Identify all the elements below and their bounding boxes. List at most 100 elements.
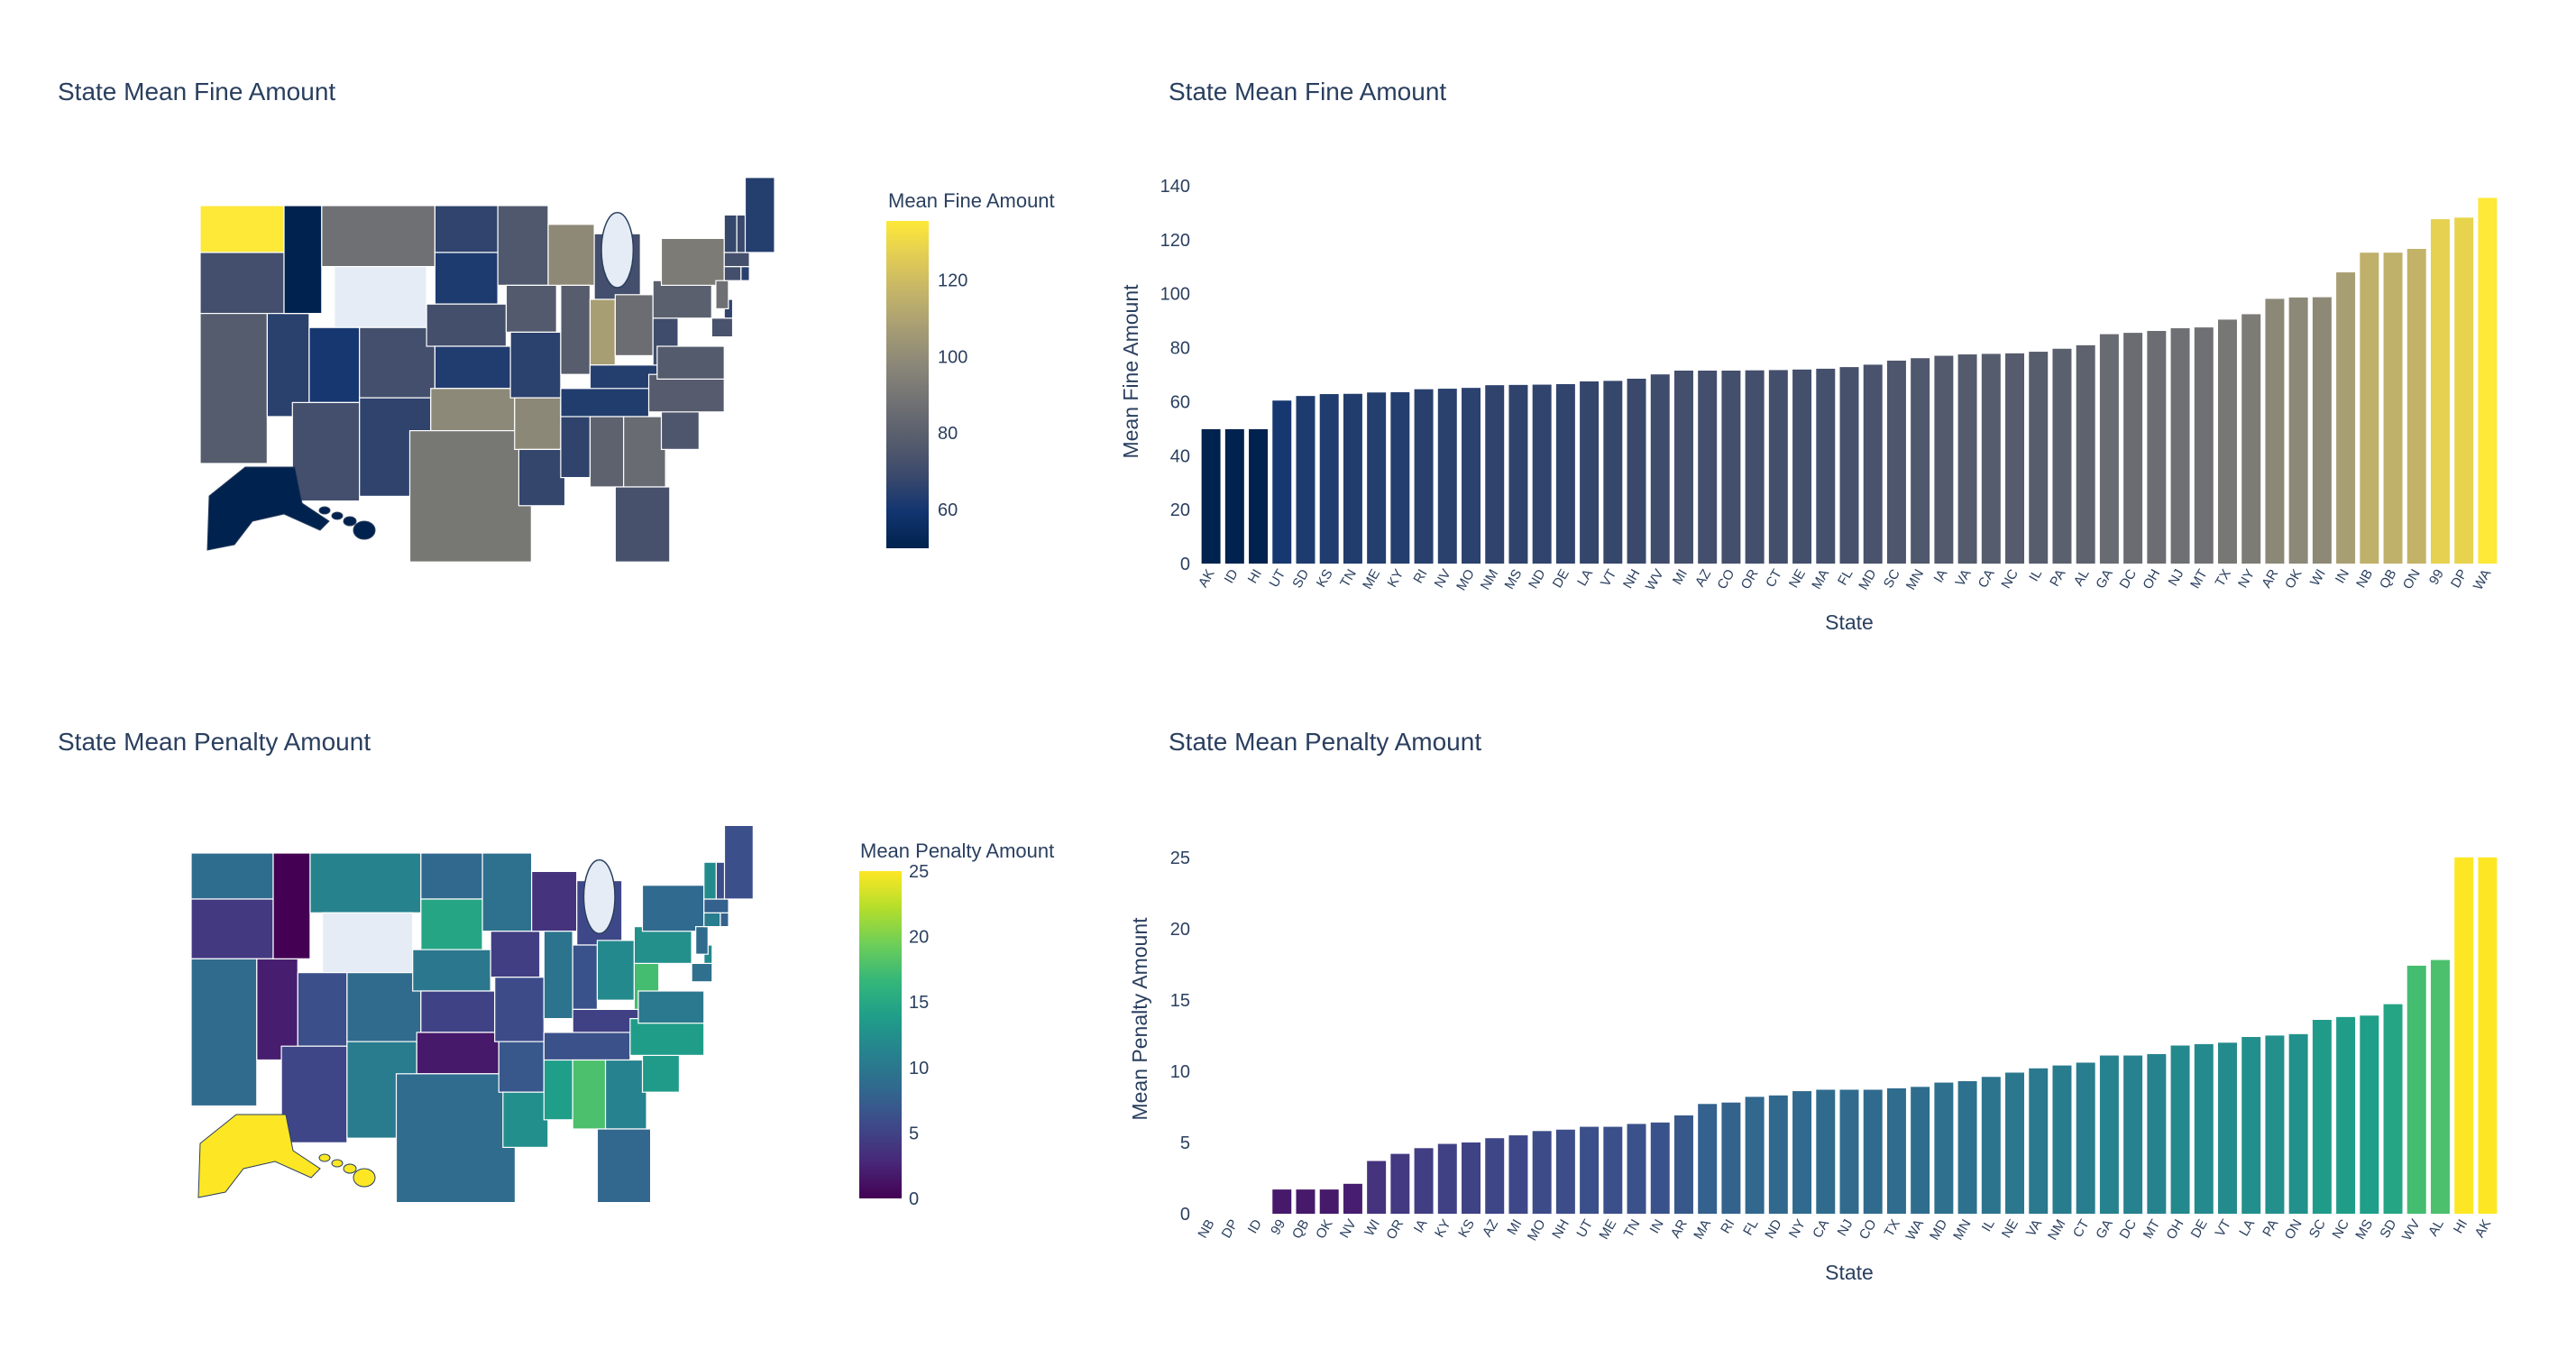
fine-bar-bar-AL[interactable] bbox=[2076, 344, 2095, 564]
fine-bar-bar-TX[interactable] bbox=[2218, 319, 2237, 564]
penalty-bar-bar-UT[interactable] bbox=[1580, 1126, 1600, 1214]
penalty-bar-bar-AR[interactable] bbox=[1673, 1115, 1693, 1214]
penalty-bar-bar-VT[interactable] bbox=[2218, 1042, 2237, 1214]
fine-bar-bar-UT[interactable] bbox=[1272, 400, 1292, 564]
penalty-map-state-KS[interactable] bbox=[420, 990, 496, 1033]
penalty-map-state-IN[interactable] bbox=[572, 944, 599, 1011]
penalty-map-state-VA[interactable] bbox=[637, 990, 705, 1024]
penalty-map-state-AR[interactable] bbox=[498, 1041, 545, 1093]
penalty-bar-bar-FL[interactable] bbox=[1745, 1097, 1765, 1214]
penalty-bar-bar-IL[interactable] bbox=[1981, 1077, 2001, 1214]
penalty-bar-bar-WA[interactable] bbox=[1911, 1087, 1930, 1214]
penalty-bar-bar-MS[interactable] bbox=[2360, 1015, 2379, 1214]
fine-bar-bar-WV[interactable] bbox=[1650, 374, 1670, 564]
fine-bar-bar-MO[interactable] bbox=[1462, 388, 1481, 564]
fine-bar-bar-NH[interactable] bbox=[1627, 378, 1646, 564]
penalty-map-state-MD[interactable] bbox=[691, 962, 713, 983]
fine-map-state-SC[interactable] bbox=[660, 407, 700, 451]
fine-map-state-ME[interactable] bbox=[744, 177, 775, 253]
penalty-bar-bar-IN[interactable] bbox=[1650, 1122, 1670, 1214]
fine-bar-bar-LA[interactable] bbox=[1580, 381, 1600, 564]
penalty-map-state-LA[interactable] bbox=[502, 1091, 549, 1148]
penalty-map-state-NE[interactable] bbox=[412, 949, 491, 992]
fine-bar-bar-FL[interactable] bbox=[1839, 367, 1859, 564]
fine-map-state-AL[interactable] bbox=[589, 416, 625, 488]
fine-bar-bar-PA[interactable] bbox=[2052, 348, 2072, 564]
penalty-map-state-MN[interactable] bbox=[481, 852, 533, 932]
penalty-map-state-NJ[interactable] bbox=[695, 925, 709, 955]
fine-map-state-LA[interactable] bbox=[518, 448, 566, 507]
fine-map-state-TX[interactable] bbox=[408, 430, 532, 563]
fine-bar-bar-TN[interactable] bbox=[1343, 393, 1362, 564]
penalty-bar-bar-AZ[interactable] bbox=[1485, 1138, 1505, 1214]
fine-map-state-NJ[interactable] bbox=[715, 280, 729, 310]
penalty-bar-bar-CA[interactable] bbox=[1816, 1089, 1836, 1214]
penalty-map-state-TN[interactable] bbox=[543, 1032, 631, 1061]
penalty-map-state-NV[interactable] bbox=[256, 958, 298, 1061]
fine-map-state-HI[interactable] bbox=[353, 520, 376, 540]
fine-bar-bar-AK[interactable] bbox=[1201, 428, 1221, 564]
fine-bar-bar-NB[interactable] bbox=[2360, 252, 2379, 564]
fine-bar-bar-MN[interactable] bbox=[1911, 358, 1930, 564]
fine-map-state-TN[interactable] bbox=[560, 388, 650, 418]
penalty-map-state-WA[interactable] bbox=[190, 852, 274, 900]
fine-bar-bar-99[interactable] bbox=[2430, 219, 2450, 564]
fine-bar-bar-KY[interactable] bbox=[1390, 391, 1410, 564]
fine-map-state-IL[interactable] bbox=[560, 284, 591, 375]
penalty-map-state-ND[interactable] bbox=[420, 852, 483, 900]
fine-map-state-WA[interactable] bbox=[199, 205, 285, 253]
penalty-bar-bar-WI[interactable] bbox=[1367, 1161, 1387, 1214]
fine-map-state-MO[interactable] bbox=[509, 331, 562, 399]
fine-bar-bar-ND[interactable] bbox=[1532, 384, 1552, 564]
penalty-map-state-SD[interactable] bbox=[420, 898, 483, 950]
fine-map-state-AK[interactable] bbox=[206, 466, 330, 551]
fine-bar-bar-OH[interactable] bbox=[2147, 331, 2167, 564]
fine-bar-bar-VA[interactable] bbox=[1957, 354, 1977, 564]
penalty-map-state-HI[interactable] bbox=[353, 1168, 376, 1188]
penalty-map-state-WY[interactable] bbox=[322, 912, 414, 974]
penalty-bar-bar-CO[interactable] bbox=[1863, 1089, 1883, 1214]
fine-bar-bar-GA[interactable] bbox=[2099, 334, 2119, 564]
penalty-map-state-OH[interactable] bbox=[596, 940, 636, 1001]
fine-map-state-HI[interactable] bbox=[331, 511, 344, 520]
fine-bar-bar-AR[interactable] bbox=[2265, 298, 2285, 564]
penalty-bar-bar-PA[interactable] bbox=[2265, 1035, 2285, 1214]
penalty-bar-bar-OR[interactable] bbox=[1390, 1153, 1410, 1214]
penalty-map-state-HI[interactable] bbox=[331, 1159, 344, 1168]
fine-bar-bar-NE[interactable] bbox=[1792, 369, 1812, 564]
fine-map-state-OH[interactable] bbox=[614, 294, 654, 356]
fine-bar-bar-NM[interactable] bbox=[1485, 385, 1505, 564]
fine-bar-bar-OK[interactable] bbox=[2288, 297, 2308, 564]
penalty-bar-bar-SD[interactable] bbox=[2383, 1004, 2403, 1214]
fine-bar-bar-WA[interactable] bbox=[2478, 197, 2498, 564]
penalty-bar-bar-VA[interactable] bbox=[2029, 1068, 2049, 1214]
fine-map-state-MN[interactable] bbox=[497, 205, 549, 287]
penalty-bar-bar-ON[interactable] bbox=[2288, 1033, 2308, 1214]
penalty-map-state-HI[interactable] bbox=[318, 1153, 331, 1162]
penalty-map-state-PA[interactable] bbox=[633, 925, 692, 964]
fine-map-state-CA[interactable] bbox=[199, 313, 269, 464]
fine-bar-bar-SC[interactable] bbox=[1886, 360, 1906, 564]
fine-map-state-HI[interactable] bbox=[318, 506, 331, 515]
fine-map-state-CT[interactable] bbox=[723, 266, 742, 281]
fine-map-state-IA[interactable] bbox=[505, 284, 557, 333]
fine-map-state-NE[interactable] bbox=[426, 303, 508, 347]
fine-map-state-AR[interactable] bbox=[514, 397, 562, 451]
penalty-bar-bar-NC[interactable] bbox=[2336, 1016, 2356, 1214]
penalty-bar-bar-SC[interactable] bbox=[2312, 1020, 2332, 1214]
fine-bar-bar-DP[interactable] bbox=[2454, 217, 2474, 564]
penalty-bar-bar-99[interactable] bbox=[1272, 1189, 1292, 1214]
fine-bar-bar-KS[interactable] bbox=[1319, 394, 1339, 564]
penalty-map-state-WI[interactable] bbox=[531, 870, 578, 932]
penalty-bar-bar-NE[interactable] bbox=[2005, 1072, 2025, 1214]
penalty-bar-bar-AK[interactable] bbox=[2478, 857, 2498, 1214]
fine-map-state-RI[interactable] bbox=[740, 266, 750, 281]
fine-bar-bar-DE[interactable] bbox=[1555, 383, 1575, 564]
fine-map-state-VA[interactable] bbox=[656, 345, 725, 381]
penalty-bar-bar-KS[interactable] bbox=[1462, 1142, 1481, 1214]
penalty-bar-bar-MA[interactable] bbox=[1698, 1104, 1718, 1214]
penalty-bar-bar-CT[interactable] bbox=[2076, 1062, 2095, 1214]
fine-bar-bar-IL[interactable] bbox=[2029, 352, 2049, 564]
penalty-map-state-GA[interactable] bbox=[604, 1059, 647, 1130]
penalty-bar-bar-NV[interactable] bbox=[1343, 1183, 1362, 1214]
